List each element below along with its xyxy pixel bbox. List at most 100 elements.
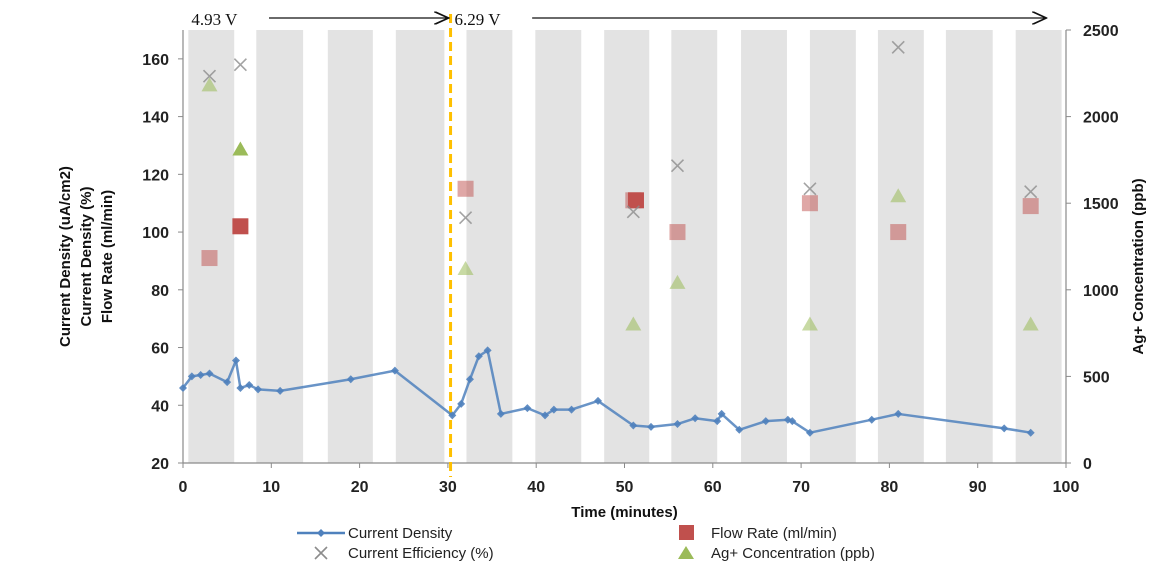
current-density-point [1026,428,1035,437]
current-density-point [465,375,474,384]
y-right-tick-label: 1000 [1083,283,1119,300]
legend-label-ag-concentration: Ag+ Concentration (ppb) [711,545,875,562]
voltage-label: 6.29 V [455,10,502,29]
current-density-point [223,378,232,387]
y-axis-right-title: Ag+ Concentration (ppb) [1130,178,1147,354]
axis-titles: Time (minutes) Current Density (uA/cm2) Cu… [57,166,1147,521]
y-right-tick-label: 1500 [1083,196,1119,213]
y-right-tick-label: 0 [1083,456,1092,473]
current-density-point [788,417,797,426]
flow-rate-point [457,180,474,197]
shaded-band [671,30,718,463]
current-density-point [805,428,814,437]
current-density-point [483,346,492,355]
ag-concentration-point [801,316,818,331]
current-efficiency-point [233,58,247,72]
y-left-tick-label: 60 [151,341,169,358]
x-tick-label: 100 [1053,479,1080,496]
y-right-tick-label: 2500 [1083,23,1119,40]
legend: Current Density Current Efficiency (%) Flo… [297,525,875,562]
current-density-point [594,396,603,405]
current-density-point [496,409,505,418]
series-ag-concentration [201,77,1039,331]
current-efficiency-point [202,69,217,83]
current-density-point [474,352,483,361]
current-density-point [713,417,722,426]
current-density-point [523,404,532,413]
current-efficiency-point [626,205,640,219]
flow-rate-point [627,192,644,209]
current-density-point [549,405,558,414]
current-efficiency-point [1024,185,1038,199]
flow-rate-point [201,250,218,267]
ag-concentration-point [890,188,907,203]
legend-marker-flow-rate [679,525,694,540]
current-density-point [196,370,205,379]
axes: 0 10 20 30 40 50 60 70 80 90 100 20 40 60 80 100 120 140 1… [142,23,1118,496]
y-axis-left-title: Flow Rate (ml/min) [99,190,116,323]
series-current-density [179,346,1035,437]
legend-label-flow-rate: Flow Rate (ml/min) [711,525,837,542]
x-tick-label: 80 [881,479,899,496]
current-density-point [646,422,655,431]
current-density-point [276,386,285,395]
x-tick-label: 60 [704,479,722,496]
y-left-tick-label: 160 [142,52,169,69]
voltage-annotations: 4.93 V 6.29 V [191,10,1046,477]
legend-marker-current-efficiency [314,546,328,560]
current-density-point [390,366,399,375]
y-left-tick-label: 20 [151,456,169,473]
current-density-point [448,411,457,420]
x-axis-title: Time (minutes) [571,504,677,521]
current-efficiency-point [803,182,817,196]
voltage-label: 4.93 V [191,10,238,29]
current-density-point [245,381,254,390]
x-tick-label: 90 [969,479,987,496]
ag-concentration-point [457,261,474,276]
current-density-point [735,425,744,434]
x-tick-label: 40 [527,479,545,496]
flow-rate-point [232,218,249,235]
current-density-point [179,383,187,392]
legend-label-current-density: Current Density [348,525,453,542]
ag-concentration-point [201,77,218,92]
ag-concentration-point [625,316,642,331]
legend-label-current-efficiency: Current Efficiency (%) [348,545,494,562]
x-tick-label: 70 [792,479,810,496]
flow-rate-point [669,224,686,241]
shaded-band [877,30,924,463]
current-efficiency-point [891,40,905,54]
y-left-tick-label: 100 [142,225,169,242]
current-density-point [867,415,876,424]
current-density-point [629,421,638,430]
current-density-point [691,414,700,423]
current-density-point [567,405,576,414]
flow-rate-point [890,224,907,241]
shaded-band [741,30,787,463]
current-density-point [254,385,263,394]
series-flow-rate [201,180,1039,267]
shaded-band [395,30,445,463]
shaded-band [327,30,373,463]
shaded-band [809,30,856,463]
current-efficiency-point [458,211,473,225]
current-density-point [673,420,682,429]
current-density-point [457,399,466,408]
flow-rate-point [801,195,818,212]
x-tick-label: 30 [439,479,457,496]
current-density-point [541,411,550,420]
flow-rate-point [1022,198,1039,215]
shaded-band [535,30,582,463]
current-density-point [1000,424,1009,433]
y-left-tick-label: 40 [151,398,169,415]
ag-concentration-point [232,141,249,156]
current-density-point [236,383,245,392]
y-right-tick-label: 2000 [1083,110,1119,127]
y-right-tick-label: 500 [1083,369,1110,386]
x-tick-label: 10 [262,479,280,496]
x-tick-label: 20 [351,479,369,496]
current-density-point [205,369,214,378]
shaded-band [466,30,513,463]
current-density-point [761,417,770,426]
